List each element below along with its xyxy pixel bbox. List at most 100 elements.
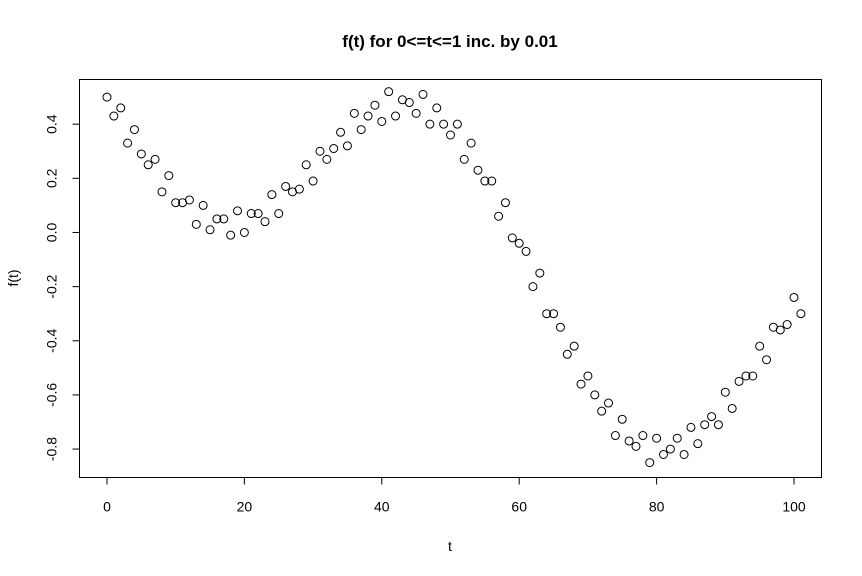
data-point (439, 119, 449, 129)
data-point (734, 376, 744, 386)
data-point (418, 89, 428, 99)
data-point (473, 165, 483, 175)
data-point (212, 214, 222, 224)
data-point (356, 125, 366, 135)
data-point (219, 214, 229, 224)
data-point (136, 149, 146, 159)
data-point (707, 412, 717, 422)
data-point (246, 209, 256, 219)
data-point (624, 436, 634, 446)
y-tick-label: 0.0 (44, 223, 60, 243)
data-point (329, 144, 339, 154)
data-point (487, 176, 497, 186)
data-point (775, 325, 785, 335)
data-point (425, 119, 435, 129)
data-point (102, 92, 112, 102)
data-point (672, 433, 682, 443)
y-tick-label: 0.2 (44, 168, 60, 188)
data-point (652, 433, 662, 443)
data-point (686, 422, 696, 432)
data-point (549, 309, 559, 319)
data-point (528, 282, 538, 292)
data-point (796, 309, 806, 319)
data-point (342, 141, 352, 151)
x-tick-label: 80 (649, 499, 665, 515)
data-point (507, 233, 517, 243)
data-point (638, 431, 648, 441)
data-point (150, 154, 160, 164)
data-point (164, 171, 174, 181)
x-tick-label: 20 (237, 499, 253, 515)
data-point (665, 444, 675, 454)
data-point (590, 390, 600, 400)
data-point (363, 111, 373, 121)
data-point (198, 200, 208, 210)
data-point (679, 449, 689, 459)
data-point (171, 198, 181, 208)
x-tick-label: 0 (103, 499, 111, 515)
data-point (233, 206, 243, 216)
data-point (411, 108, 421, 118)
data-point (191, 219, 201, 229)
data-point (562, 349, 572, 359)
data-point (281, 181, 291, 191)
y-tick-label: -0.2 (44, 274, 60, 298)
data-point (253, 209, 263, 219)
data-point (391, 111, 401, 121)
data-point (315, 146, 325, 156)
data-point (542, 309, 552, 319)
y-axis: -0.8 -0.6 -0.4 -0.2 0.0 0.2 0.4 (44, 114, 80, 461)
y-tick-label: -0.6 (44, 383, 60, 407)
data-point (748, 371, 758, 381)
data-point (109, 111, 119, 121)
data-point (535, 268, 545, 278)
data-point (727, 403, 737, 413)
x-tick-label: 100 (782, 499, 806, 515)
data-point (446, 130, 455, 140)
data-point (555, 322, 565, 332)
data-point (693, 439, 703, 449)
data-point (521, 246, 531, 256)
data-point (260, 217, 270, 227)
data-point (755, 341, 765, 351)
data-point (432, 103, 442, 113)
data-point (294, 184, 304, 194)
data-point (452, 119, 462, 129)
data-point (631, 441, 641, 451)
data-point (713, 420, 723, 430)
x-axis: 0 20 40 60 80 100 (103, 477, 806, 515)
x-tick-label: 60 (511, 499, 527, 515)
data-point (645, 458, 655, 468)
data-point (377, 116, 387, 126)
data-point (301, 160, 311, 170)
data-point (274, 209, 284, 219)
data-point (789, 292, 799, 302)
data-point (322, 154, 332, 164)
data-point (658, 449, 668, 459)
data-point (143, 160, 153, 170)
data-point (308, 176, 318, 186)
data-point (466, 138, 476, 148)
data-point (782, 320, 792, 330)
data-point (617, 414, 627, 424)
data-point (514, 238, 524, 248)
data-point (336, 127, 346, 137)
chart-title: f(t) for 0<=t<=1 inc. by 0.01 (342, 32, 557, 51)
data-point (480, 176, 490, 186)
data-point (700, 420, 710, 430)
data-point (604, 398, 614, 408)
data-point (597, 406, 607, 416)
data-point (494, 211, 504, 221)
data-point (184, 195, 194, 205)
data-point (610, 431, 620, 441)
x-axis-label: t (448, 538, 452, 554)
data-point (404, 98, 414, 108)
data-point (157, 187, 167, 197)
data-point (129, 125, 139, 135)
data-point (239, 227, 249, 237)
data-point (741, 371, 751, 381)
data-point (205, 225, 215, 235)
data-point (123, 138, 133, 148)
data-points (102, 87, 806, 468)
